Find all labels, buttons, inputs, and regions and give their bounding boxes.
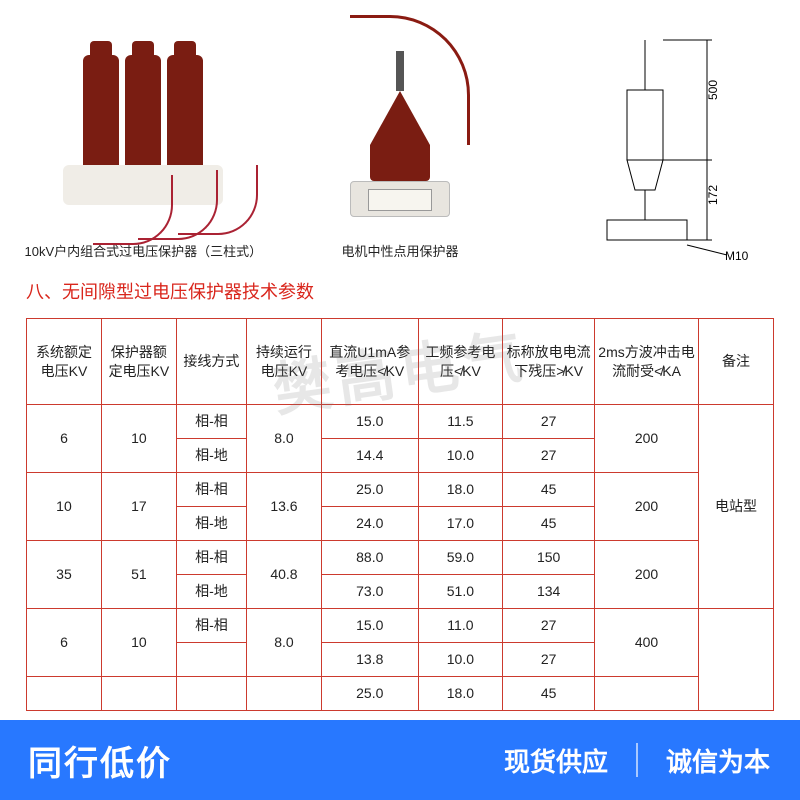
- cell-pf: 17.0: [418, 507, 503, 541]
- cell-mode: 相-地: [176, 575, 246, 609]
- th-remark: 备注: [699, 319, 774, 405]
- cell-remark: [699, 609, 774, 711]
- banner-r1: 现货供应: [504, 742, 608, 779]
- cell-2ms: 200: [595, 473, 699, 541]
- cell-mode: 相-相: [176, 473, 246, 507]
- dim-upper: 500: [706, 80, 720, 100]
- cell-pf: 59.0: [418, 541, 503, 575]
- th-prot-kv: 保护器额定电压KV: [101, 319, 176, 405]
- cell-sys-kv: 35: [27, 541, 102, 609]
- cell-dc: 13.8: [321, 643, 418, 677]
- cell-mode: 相-地: [176, 439, 246, 473]
- product-1-illustration: [43, 35, 243, 235]
- cell-sys-kv: 10: [27, 473, 102, 541]
- cell-cont-kv: [246, 677, 321, 711]
- params-table: 系统额定电压KV 保护器额定电压KV 接线方式 持续运行电压KV 直流U1mA参…: [26, 318, 774, 711]
- cell-dc: 25.0: [321, 677, 418, 711]
- th-2ms: 2ms方波冲击电流耐受≮KA: [595, 319, 699, 405]
- cell-res: 27: [503, 439, 595, 473]
- cell-mode: 相-相: [176, 609, 246, 643]
- product-1: 10kV户内组合式过电压保护器（三柱式）: [20, 35, 267, 260]
- table-row: 1017相-相13.625.018.045200: [27, 473, 774, 507]
- th-res: 标称放电电流下残压≯KV: [503, 319, 595, 405]
- cell-mode: 相-地: [176, 507, 246, 541]
- cell-res: 45: [503, 507, 595, 541]
- cell-res: 134: [503, 575, 595, 609]
- banner-separator: [636, 743, 638, 777]
- cell-pf: 51.0: [418, 575, 503, 609]
- cell-res: 45: [503, 473, 595, 507]
- cell-prot-kv: 10: [101, 405, 176, 473]
- cell-mode: [176, 677, 246, 711]
- cell-prot-kv: [101, 677, 176, 711]
- cell-sys-kv: 6: [27, 405, 102, 473]
- cell-cont-kv: 13.6: [246, 473, 321, 541]
- table-row: 25.0 18.0 45: [27, 677, 774, 711]
- cell-res: 27: [503, 405, 595, 439]
- cell-sys-kv: 6: [27, 609, 102, 677]
- cell-res: 45: [503, 677, 595, 711]
- cell-mode: [176, 643, 246, 677]
- cell-dc: 25.0: [321, 473, 418, 507]
- product-2-illustration: [310, 15, 490, 235]
- dim-lower: 172: [706, 185, 720, 205]
- cell-dc: 15.0: [321, 609, 418, 643]
- th-dc: 直流U1mA参考电压≮KV: [321, 319, 418, 405]
- cell-pf: 11.0: [418, 609, 503, 643]
- banner-main: 同行低价: [0, 736, 172, 785]
- table-row: 610相-相8.015.011.027400: [27, 609, 774, 643]
- cell-mode: 相-相: [176, 541, 246, 575]
- cell-dc: 24.0: [321, 507, 418, 541]
- table-header-row: 系统额定电压KV 保护器额定电压KV 接线方式 持续运行电压KV 直流U1mA参…: [27, 319, 774, 405]
- cell-remark: 电站型: [699, 405, 774, 609]
- product-2-caption: 电机中性点用保护器: [342, 241, 459, 260]
- cell-prot-kv: 51: [101, 541, 176, 609]
- cell-pf: 18.0: [418, 677, 503, 711]
- dim-thread: M10: [725, 249, 749, 260]
- cell-cont-kv: 8.0: [246, 405, 321, 473]
- table-row: 3551相-相40.888.059.0150200: [27, 541, 774, 575]
- cell-prot-kv: 17: [101, 473, 176, 541]
- cell-2ms: 200: [595, 405, 699, 473]
- cell-dc: 88.0: [321, 541, 418, 575]
- cell-pf: 10.0: [418, 643, 503, 677]
- cell-2ms: 200: [595, 541, 699, 609]
- cell-pf: 18.0: [418, 473, 503, 507]
- cell-dc: 73.0: [321, 575, 418, 609]
- cell-mode: 相-相: [176, 405, 246, 439]
- dimension-drawing: 500 172 M10: [557, 30, 757, 260]
- th-mode: 接线方式: [176, 319, 246, 405]
- params-table-wrap: 系统额定电压KV 保护器额定电压KV 接线方式 持续运行电压KV 直流U1mA参…: [0, 318, 800, 711]
- cell-2ms: 400: [595, 609, 699, 677]
- cell-dc: 14.4: [321, 439, 418, 473]
- cell-pf: 10.0: [418, 439, 503, 473]
- product-1-caption: 10kV户内组合式过电压保护器（三柱式）: [25, 241, 263, 260]
- th-sys-kv: 系统额定电压KV: [27, 319, 102, 405]
- cell-pf: 11.5: [418, 405, 503, 439]
- cell-res: 27: [503, 609, 595, 643]
- th-pf: 工频参考电压≮KV: [418, 319, 503, 405]
- cell-prot-kv: 10: [101, 609, 176, 677]
- cell-cont-kv: 40.8: [246, 541, 321, 609]
- cell-dc: 15.0: [321, 405, 418, 439]
- banner-r2: 诚信为本: [666, 742, 770, 779]
- bottom-banner: 同行低价 现货供应 诚信为本: [0, 720, 800, 800]
- table-row: 610相-相8.015.011.527200电站型: [27, 405, 774, 439]
- cell-res: 150: [503, 541, 595, 575]
- cell-2ms: [595, 677, 699, 711]
- section-title: 八、无间隙型过电压保护器技术参数: [0, 260, 800, 318]
- th-cont-kv: 持续运行电压KV: [246, 319, 321, 405]
- cell-res: 27: [503, 643, 595, 677]
- product-images-row: 10kV户内组合式过电压保护器（三柱式） 电机中性点用保护器: [0, 0, 800, 260]
- product-3-diagram: 500 172 M10: [533, 30, 780, 260]
- product-2: 电机中性点用保护器: [277, 15, 524, 260]
- cell-sys-kv: [27, 677, 102, 711]
- cell-cont-kv: 8.0: [246, 609, 321, 677]
